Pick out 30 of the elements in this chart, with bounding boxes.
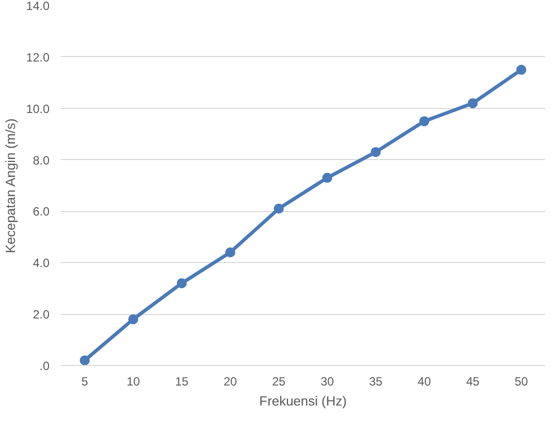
y-tick-label: 6.0	[32, 204, 50, 219]
x-tick-label: 20	[224, 374, 238, 388]
point	[225, 247, 236, 258]
x-tick-label: 5	[81, 374, 88, 388]
point	[322, 172, 332, 183]
x-tick-label: 25	[272, 374, 286, 388]
y-tick-label: 8.0	[32, 153, 50, 168]
y-tick-label: 14.0	[26, 0, 50, 13]
x-tick-label: 35	[369, 374, 383, 388]
y-tick-label: 10.0	[26, 102, 50, 116]
point	[128, 314, 138, 324]
point	[370, 147, 381, 158]
x-tick-label: 50	[514, 374, 528, 388]
y-tick-label: 2.0	[32, 308, 50, 322]
point	[274, 204, 284, 214]
point	[176, 278, 187, 288]
y-tick-label: .0	[39, 359, 50, 373]
y-axis-title: Kecepatan Angin (m/s)	[3, 118, 18, 254]
y-tick-label: 4.0	[32, 256, 50, 270]
x-tick-label: 10	[126, 374, 140, 388]
x-axis-title: Frekuensi (Hz)	[259, 394, 347, 408]
point	[468, 98, 478, 108]
point	[80, 355, 90, 366]
x-tick-label: 40	[418, 374, 432, 388]
point	[516, 64, 526, 75]
point	[419, 116, 430, 126]
y-tick-label: 12.0	[26, 50, 50, 64]
x-tick-label: 15	[175, 374, 189, 388]
x-tick-label: 30	[320, 374, 334, 388]
x-tick-label: 45	[466, 374, 480, 388]
